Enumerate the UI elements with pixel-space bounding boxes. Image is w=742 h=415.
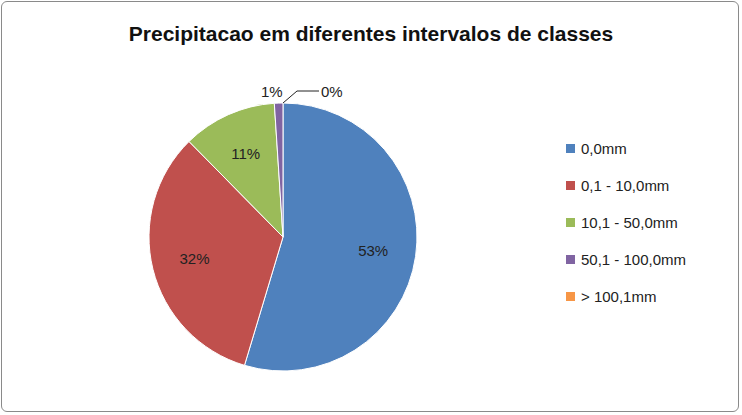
svg-text:1%: 1% — [261, 83, 283, 100]
svg-text:11%: 11% — [231, 145, 260, 162]
html-text:50,1 - 100,0mm: 50,1 - 100,0mm — [581, 251, 687, 268]
svg-text:0%: 0% — [321, 83, 343, 100]
html-text:0,1 - 10,0mm: 0,1 - 10,0mm — [581, 177, 670, 194]
html-text:10,1 - 50,0mm: 10,1 - 50,0mm — [581, 214, 678, 231]
html-text:Precipitacao em diferentes int: Precipitacao em diferentes intervalos de… — [128, 22, 614, 45]
html-text:0,0mm: 0,0mm — [581, 140, 627, 157]
svg-text:32%: 32% — [180, 250, 210, 267]
html-text:> 100,1mm: > 100,1mm — [581, 288, 657, 305]
svg-text:53%: 53% — [358, 242, 388, 259]
